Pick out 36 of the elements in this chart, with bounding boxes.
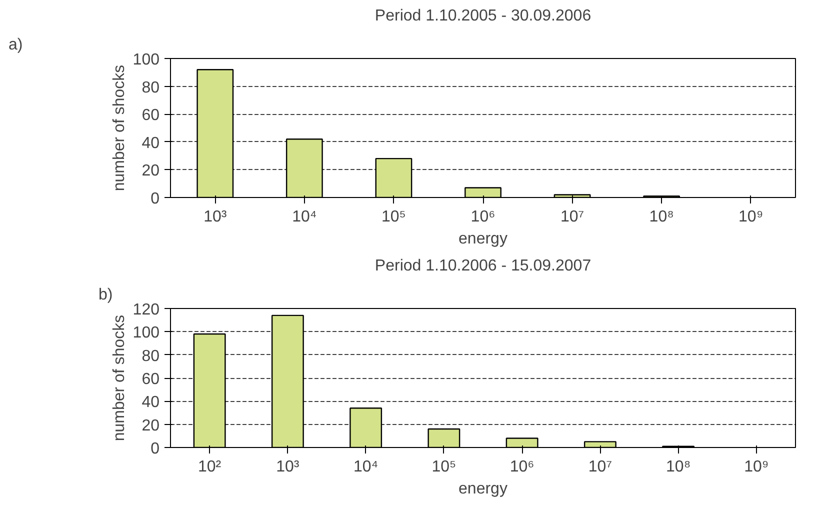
x-tick-label: 10⁵ [432,458,456,476]
y-tick-label: 0 [150,190,160,208]
text: a) [8,36,23,54]
x-tick-label: 10⁹ [738,208,764,226]
y-tick-label: 60 [142,107,160,124]
x-tick-label: 10³ [204,208,228,226]
x-tick-label: 10² [198,458,222,476]
x-tick-label: 10⁴ [292,208,317,226]
x-tick-label: 10⁸ [649,208,674,226]
x-tick-label: 10³ [276,458,300,476]
chart-title: Period 1.10.2005 - 30.09.2006 [374,8,592,24]
chart-title: Period 1.10.2006 - 15.09.2007 [374,258,592,274]
x-axis-title: energy [458,230,508,248]
y-tick-label: 40 [142,134,160,152]
y-tick-label: 100 [132,52,160,68]
x-tick-label: 10⁷ [588,458,612,476]
text: b) [98,286,113,304]
x-tick-label: 10⁹ [744,458,769,476]
y-tick-label: 80 [142,79,160,96]
y-tick-label: 20 [142,162,160,180]
x-tick-label: 10⁷ [560,208,584,226]
x-tick-label: 10⁶ [470,208,496,226]
y-tick-label: 0 [150,440,160,458]
y-tick-label: 80 [142,348,160,365]
x-tick-label: 10⁴ [353,458,378,476]
y-tick-label: 100 [132,324,160,342]
x-tick-label: 10⁶ [510,458,534,476]
y-axis-title: number of shocks [110,64,128,192]
y-axis-title: number of shocks [110,314,128,442]
y-tick-label: 60 [142,371,160,388]
x-tick-label: 10⁵ [382,208,406,226]
y-tick-label: 20 [142,417,160,434]
y-tick-label: 120 [132,302,160,318]
x-tick-label: 10⁸ [666,458,691,476]
x-axis-title: energy [458,480,508,498]
y-tick-label: 40 [142,394,160,412]
